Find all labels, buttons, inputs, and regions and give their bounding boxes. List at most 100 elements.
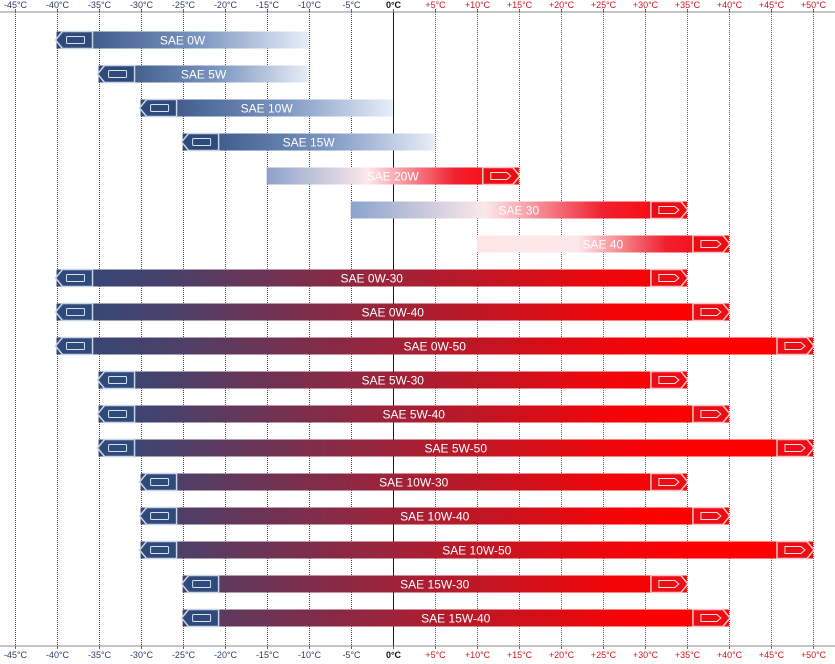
bar <box>476 235 729 253</box>
hot-arrow-marker <box>658 206 680 214</box>
cold-arrow-marker <box>150 546 170 554</box>
bar <box>140 507 729 525</box>
cold-arrow-marker <box>66 308 86 316</box>
tick-label: -45°C <box>4 0 28 10</box>
bar-label: SAE 0W-50 <box>404 340 467 354</box>
bar-label: SAE 15W-30 <box>400 578 469 592</box>
bar-label: SAE 15W-40 <box>421 612 490 626</box>
tick-label: +30°C <box>633 0 659 10</box>
tick-label: -15°C <box>256 0 280 10</box>
bar-label: SAE 10W <box>241 102 294 116</box>
tick-label: +45°C <box>759 0 785 10</box>
tick-label: +40°C <box>717 650 743 660</box>
bar-label: SAE 5W-40 <box>382 408 445 422</box>
hot-arrow-marker <box>490 172 512 180</box>
bar-label: SAE 10W-50 <box>442 544 511 558</box>
bar <box>98 439 813 457</box>
bar <box>140 541 813 559</box>
tick-label: 0°C <box>386 0 402 10</box>
bar <box>140 473 687 491</box>
cold-arrow-marker <box>108 444 128 452</box>
cold-arrow-marker <box>150 104 170 112</box>
cold-arrow-marker <box>66 274 86 282</box>
bar <box>56 303 729 321</box>
tick-label: +15°C <box>507 650 533 660</box>
tick-label: -30°C <box>130 650 154 660</box>
cold-arrow-marker <box>108 70 128 78</box>
bar <box>182 609 729 627</box>
bar <box>98 405 729 423</box>
bar <box>140 99 393 117</box>
tick-label: +5°C <box>425 0 446 10</box>
tick-label: -35°C <box>88 0 112 10</box>
tick-label: +10°C <box>465 650 491 660</box>
cold-arrow-marker <box>150 478 170 486</box>
hot-arrow-marker <box>784 342 806 350</box>
cold-arrow-marker <box>192 614 212 622</box>
bar <box>56 269 687 287</box>
hot-arrow-marker <box>658 274 680 282</box>
bar-label: SAE 10W-40 <box>400 510 469 524</box>
hot-arrow-marker <box>700 308 722 316</box>
cold-arrow-marker <box>108 376 128 384</box>
bar <box>266 167 519 185</box>
bar-label: SAE 10W-30 <box>379 476 448 490</box>
cold-arrow-marker <box>108 410 128 418</box>
hot-arrow-marker <box>700 614 722 622</box>
tick-label: +10°C <box>465 0 491 10</box>
hot-arrow-marker <box>700 410 722 418</box>
hot-arrow-marker <box>784 546 806 554</box>
tick-label: +35°C <box>675 650 701 660</box>
tick-label: -35°C <box>88 650 112 660</box>
bar-label: SAE 0W <box>160 34 206 48</box>
tick-label: -20°C <box>214 650 238 660</box>
bar <box>56 337 813 355</box>
bar-label: SAE 5W-30 <box>361 374 424 388</box>
tick-label: -25°C <box>172 650 196 660</box>
tick-label: -40°C <box>46 0 70 10</box>
tick-label: -30°C <box>130 0 154 10</box>
tick-label: +40°C <box>717 0 743 10</box>
bottom-axis: -45°C -40°C -35°C -30°C -25°C -20°C -15°C -10°C… <box>0 645 835 660</box>
tick-label: -5°C <box>342 650 361 660</box>
hot-arrow-marker <box>700 512 722 520</box>
tick-label: -40°C <box>46 650 70 660</box>
tick-label: +35°C <box>675 0 701 10</box>
tick-label: +20°C <box>549 650 575 660</box>
hot-arrow-marker <box>658 376 680 384</box>
top-axis: -45°C -40°C -35°C -30°C -25°C -20°C -15°C -10°C… <box>0 0 835 13</box>
tick-label: -10°C <box>298 650 322 660</box>
bar-label: SAE 5W-50 <box>425 442 488 456</box>
cold-arrow-marker <box>66 342 86 350</box>
hot-arrow-marker <box>658 580 680 588</box>
hot-arrow-marker <box>784 444 806 452</box>
tick-label: +25°C <box>591 0 617 10</box>
hot-arrow-marker <box>700 240 722 248</box>
tick-label: -45°C <box>4 650 28 660</box>
bar <box>182 133 435 151</box>
tick-label: -25°C <box>172 0 196 10</box>
bar <box>98 65 309 83</box>
tick-label: -15°C <box>256 650 280 660</box>
grid-lines <box>15 12 814 646</box>
bar-label: SAE 5W <box>181 68 227 82</box>
bar-label: SAE 40 <box>582 238 623 252</box>
tick-label: +30°C <box>633 650 659 660</box>
tick-label: -10°C <box>298 0 322 10</box>
bar-label: SAE 20W <box>367 170 420 184</box>
tick-label: -5°C <box>342 0 361 10</box>
tick-label: 0°C <box>386 650 402 660</box>
bar-label: SAE 30 <box>498 204 539 218</box>
tick-label: +20°C <box>549 0 575 10</box>
bar <box>182 575 687 593</box>
cold-arrow-marker <box>150 512 170 520</box>
tick-label: +50°C <box>801 0 827 10</box>
tick-label: +25°C <box>591 650 617 660</box>
tick-label: +45°C <box>759 650 785 660</box>
tick-label: +50°C <box>801 650 827 660</box>
bar <box>98 371 687 389</box>
bar-label: SAE 0W-30 <box>340 272 403 286</box>
bar <box>350 201 687 219</box>
cold-arrow-marker <box>192 580 212 588</box>
